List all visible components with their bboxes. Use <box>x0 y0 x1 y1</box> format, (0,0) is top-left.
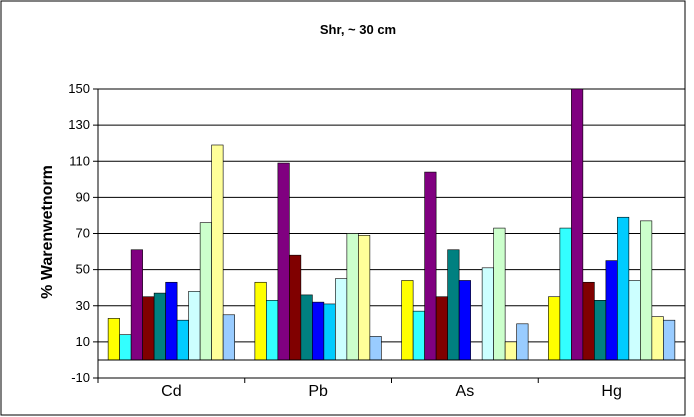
y-tick-label: 30 <box>76 298 90 313</box>
bar <box>335 278 348 361</box>
bar <box>153 292 166 361</box>
bar <box>582 281 595 361</box>
x-category-labels: Cd Pb As Hg <box>161 383 622 400</box>
bar <box>605 260 618 361</box>
bar <box>369 336 382 361</box>
y-tick-labels: -10 10 30 50 70 90 110 130 150 <box>68 81 98 385</box>
bar <box>222 314 235 361</box>
bar <box>435 296 448 361</box>
bar <box>594 300 607 361</box>
y-tick-label: 10 <box>76 334 90 349</box>
y-tick-label: 130 <box>68 117 90 132</box>
bar <box>346 233 359 361</box>
bar <box>640 220 653 361</box>
bar <box>312 301 325 361</box>
x-category-label: Pb <box>308 383 328 400</box>
bar <box>504 341 517 361</box>
x-category-label: Cd <box>161 383 181 400</box>
bar <box>493 227 506 361</box>
bar <box>424 171 437 361</box>
bar <box>199 222 212 361</box>
bar <box>176 319 189 361</box>
bar <box>277 162 290 361</box>
y-tick-label: 70 <box>76 226 90 241</box>
bar <box>571 88 584 361</box>
y-tick-label: 50 <box>76 262 90 277</box>
y-tick-label: -10 <box>71 370 90 385</box>
bar <box>481 267 494 361</box>
chart-title: Shr, ~ 30 cm <box>320 22 396 37</box>
bar <box>516 323 529 361</box>
y-tick-label: 110 <box>69 153 90 168</box>
bar <box>663 319 676 361</box>
bar <box>119 334 132 361</box>
bar <box>548 296 561 361</box>
bar <box>559 227 572 361</box>
bar <box>142 296 155 361</box>
bar <box>412 310 425 361</box>
y-tick-label: 150 <box>68 81 90 96</box>
bar <box>458 280 471 361</box>
x-category-label: Hg <box>601 383 621 400</box>
bar <box>254 281 267 361</box>
bar <box>628 280 641 361</box>
axes <box>97 89 686 383</box>
bar <box>617 216 630 361</box>
bar <box>266 300 279 361</box>
bar <box>165 281 178 361</box>
bar <box>188 290 201 361</box>
y-axis-label: % Warenwetnorm <box>39 165 56 299</box>
bar <box>323 303 336 361</box>
bar <box>107 318 120 361</box>
bar <box>358 235 371 361</box>
bar <box>211 144 224 361</box>
bar <box>130 249 143 361</box>
x-category-label: As <box>456 383 475 400</box>
bar <box>447 249 460 361</box>
bar <box>651 316 664 361</box>
bar <box>401 280 414 361</box>
bar <box>289 254 302 361</box>
y-tick-label: 90 <box>76 189 90 204</box>
bar <box>300 294 313 361</box>
